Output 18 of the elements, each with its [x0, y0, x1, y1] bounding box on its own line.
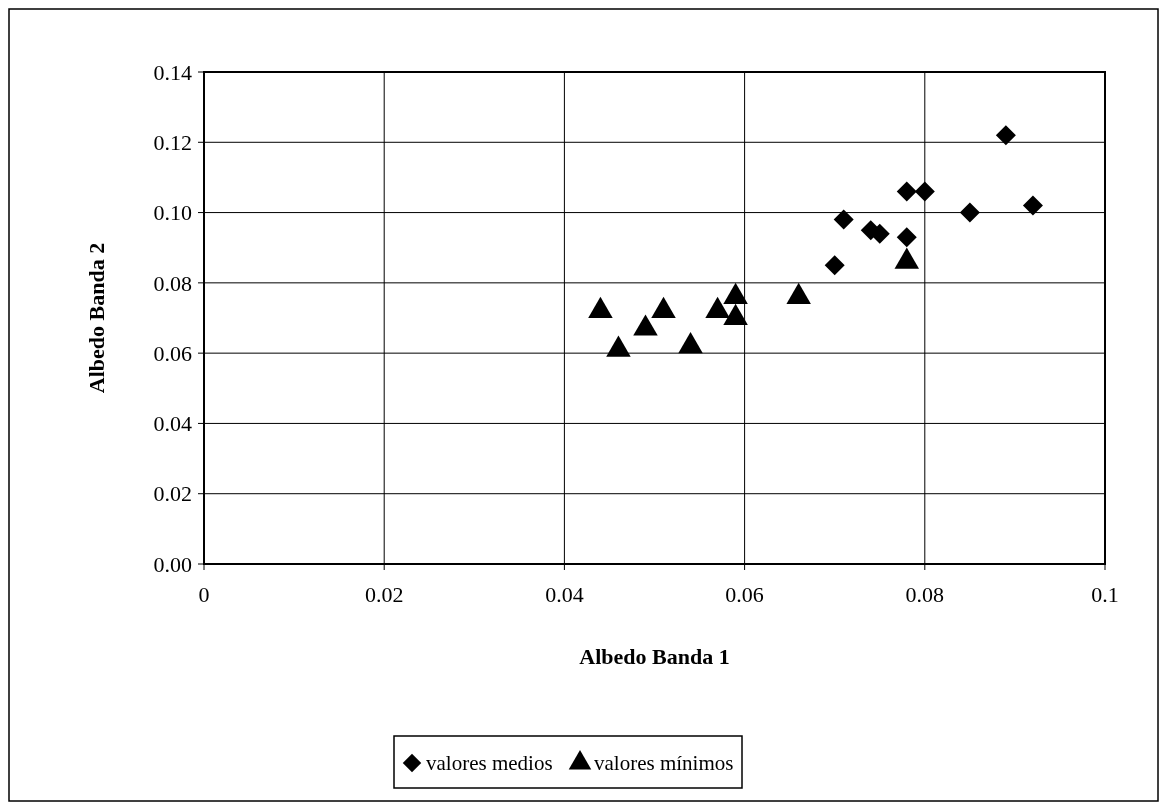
- x-axis-title: Albedo Banda 1: [579, 644, 730, 669]
- y-tick-label: 0.04: [153, 411, 192, 437]
- x-tick-label: 0.08: [905, 582, 945, 607]
- y-tick-label: 0.02: [153, 481, 192, 507]
- y-axis-title: Albedo Banda 2: [84, 242, 109, 394]
- legend-label: valores mínimos: [594, 751, 734, 776]
- x-tick-label: 0.06: [725, 582, 764, 607]
- x-tick-label: 0.1: [1091, 582, 1119, 607]
- x-tick-label: 0: [198, 582, 210, 607]
- y-tick-label: 0.08: [153, 270, 192, 296]
- y-tick-label: 0.06: [153, 340, 192, 366]
- y-tick-label: 0.12: [153, 129, 192, 155]
- y-tick-label: 0.14: [153, 59, 192, 85]
- x-tick-label: 0.02: [364, 582, 404, 607]
- x-tick-label: 0.04: [545, 582, 584, 607]
- y-tick-label: 0.00: [153, 551, 192, 577]
- y-tick-label: 0.10: [153, 200, 192, 226]
- legend-label: valores medios: [426, 751, 553, 776]
